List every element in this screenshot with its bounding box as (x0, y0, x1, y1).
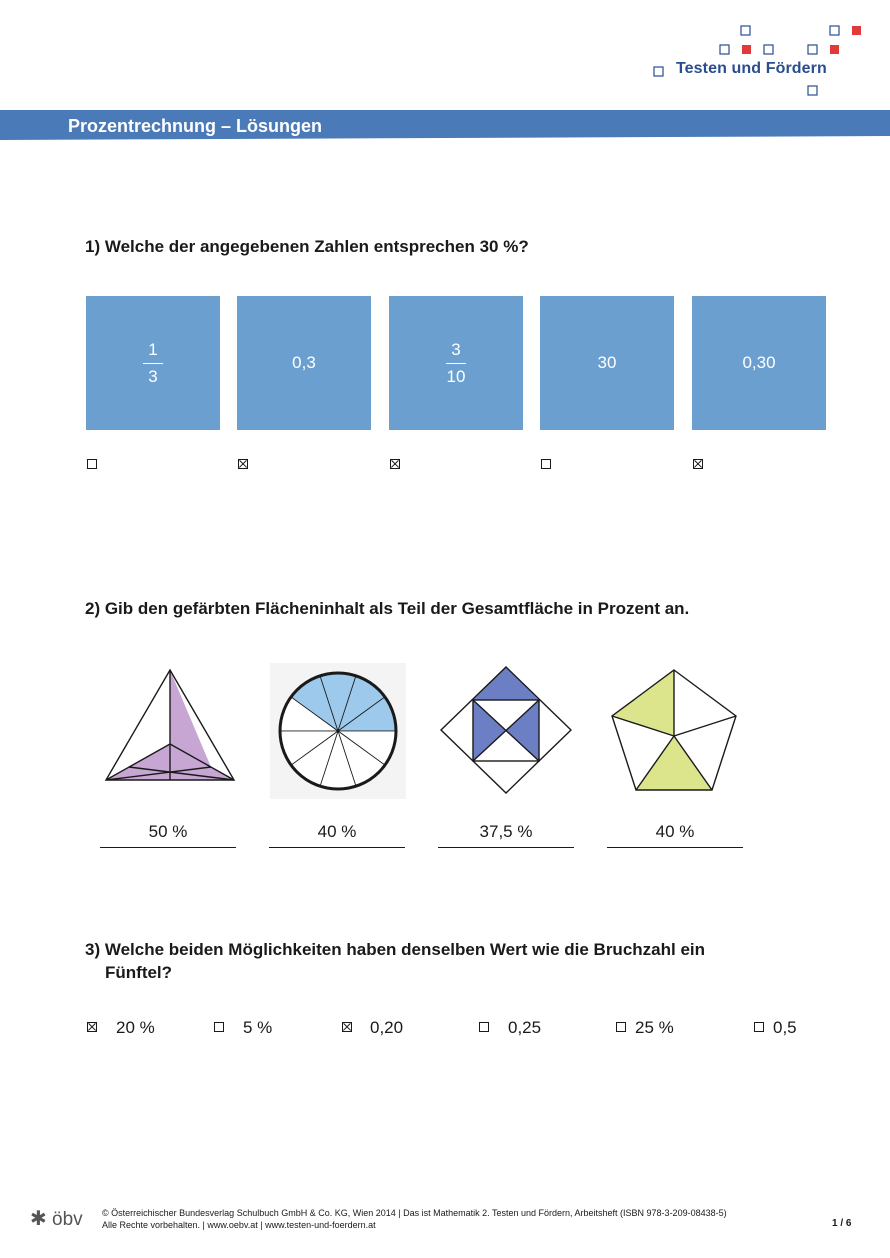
option-box-4: 30 (540, 296, 674, 430)
square-figure (439, 666, 573, 794)
checkbox-q3-6[interactable] (754, 1022, 764, 1032)
title-banner (0, 110, 890, 140)
checkbox-q3-4[interactable] (479, 1022, 489, 1032)
option-value: 0,30 (742, 353, 776, 372)
option-box-2: 0,3 (237, 296, 371, 430)
checkbox-q1-4[interactable] (541, 459, 551, 469)
answer-line-3 (438, 847, 574, 848)
checkbox-q3-5[interactable] (616, 1022, 626, 1032)
option-box-1: 1 3 (86, 296, 220, 430)
checkbox-q3-3[interactable] (342, 1022, 352, 1032)
footer-copyright: © Österreichischer Bundesverlag Schulbuc… (102, 1208, 727, 1218)
publisher-logo: ✱ öbv (30, 1206, 83, 1231)
answer-line-1 (100, 847, 236, 848)
page-number: 1 / 6 (832, 1218, 852, 1229)
checkbox-q1-1[interactable] (87, 459, 97, 469)
option-label: 25 % (635, 1018, 674, 1037)
checkbox-q3-1[interactable] (87, 1022, 97, 1032)
fraction-numerator: 3 (451, 339, 461, 359)
fraction-denominator: 10 (446, 366, 466, 386)
checkbox-q1-3[interactable] (390, 459, 400, 469)
option-value: 30 (597, 353, 617, 372)
option-value: 0,3 (292, 353, 316, 372)
circle-figure (270, 663, 406, 799)
triangle-figure (104, 668, 236, 781)
page-title: Prozentrechnung – Lösungen (68, 116, 323, 136)
publisher-logo-text: öbv (52, 1209, 83, 1230)
checkbox-q1-2[interactable] (238, 459, 248, 469)
question-3-line-2: Fünftel? (105, 963, 173, 982)
brand-name: Testen und Fördern (676, 60, 827, 77)
answer-triangle: 50 % (148, 822, 188, 841)
checkbox-q3-2[interactable] (214, 1022, 224, 1032)
pentagon-figure (611, 669, 737, 791)
option-label: 0,20 (370, 1018, 404, 1037)
asterisk-icon: ✱ (30, 1208, 47, 1230)
option-label: 5 % (243, 1018, 273, 1037)
fraction-denominator: 3 (148, 366, 158, 386)
checkbox-q1-5[interactable] (693, 459, 703, 469)
fraction-numerator: 1 (148, 339, 158, 359)
answer-square: 37,5 % (479, 822, 533, 841)
answer-pentagon: 40 % (655, 822, 695, 841)
option-box-3: 3 10 (389, 296, 523, 430)
option-label: 0,5 (773, 1018, 797, 1037)
logo-squares (653, 25, 861, 96)
option-label: 20 % (116, 1018, 155, 1037)
question-2: 2) Gib den gefärbten Flächeninhalt als T… (85, 599, 690, 618)
option-box-5: 0,30 (692, 296, 826, 430)
footer-rights: Alle Rechte vorbehalten. | www.oebv.at |… (102, 1220, 376, 1230)
fraction: 1 3 (143, 340, 163, 387)
answer-circle: 40 % (317, 822, 357, 841)
answer-line-2 (269, 847, 405, 848)
option-label: 0,25 (508, 1018, 542, 1037)
question-1: 1) Welche der angegebenen Zahlen entspre… (85, 237, 529, 256)
fraction: 3 10 (446, 340, 466, 387)
question-3-line-1: 3) Welche beiden Möglichkeiten haben den… (85, 940, 706, 959)
answer-line-4 (607, 847, 743, 848)
